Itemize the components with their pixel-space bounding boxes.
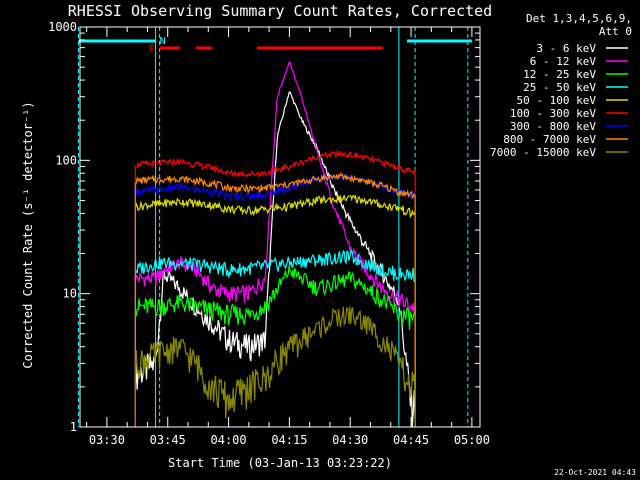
x-tick-label: 03:45 [150,433,186,447]
legend-label: 6 - 12 keV [530,55,597,68]
timestamp: 22-Oct-2021 04:43 [554,468,636,477]
x-tick-label: 04:00 [211,433,247,447]
series-line [134,61,416,427]
x-tick-label: 05:00 [454,433,490,447]
axes-layer: 1 10 100 1000 03:30 03:45 04:00 04:15 04:30 04:45… [48,20,490,447]
plot-frame [79,26,481,428]
flare-flag-label: F [149,44,155,55]
series-line [134,149,416,427]
legend-label: 7000 - 15000 keV [490,146,596,159]
legend-header-attenuator: Att 0 [599,25,632,38]
legend-label: 50 - 100 keV [517,94,597,107]
y-tick-label: 1000 [48,20,77,34]
series-line [134,249,416,427]
legend-label: 800 - 7000 keV [503,133,596,146]
y-axis-label: Corrected Count Rate (s⁻¹ detector⁻¹) [21,101,35,368]
legend-label: 25 - 50 keV [523,81,596,94]
x-tick-label: 04:30 [332,433,368,447]
y-tick-label: 10 [63,287,77,301]
series-line [134,172,416,427]
x-tick-label: 04:45 [393,433,429,447]
legend-label: 12 - 25 keV [523,68,596,81]
flags-layer: FN [78,27,472,427]
series-line [134,306,416,427]
x-axis-label: Start Time (03-Jan-13 03:23:22) [168,456,392,470]
legend-label: 100 - 300 keV [510,107,596,120]
series-line [134,194,416,427]
y-tick-label: 100 [55,153,77,167]
y-tick-label: 1 [70,420,77,434]
chart-title: RHESSI Observing Summary Count Rates, Co… [68,2,492,20]
legend-label: 300 - 800 keV [510,120,596,133]
legend-label: 3 - 6 keV [536,42,596,55]
legend-header-detectors: Det 1,3,4,5,6,9, [526,12,632,25]
night-flag-label: N [160,36,166,47]
x-tick-label: 04:15 [271,433,307,447]
x-tick-label: 03:30 [89,433,125,447]
series-line [134,265,416,427]
series-layer [134,61,416,427]
